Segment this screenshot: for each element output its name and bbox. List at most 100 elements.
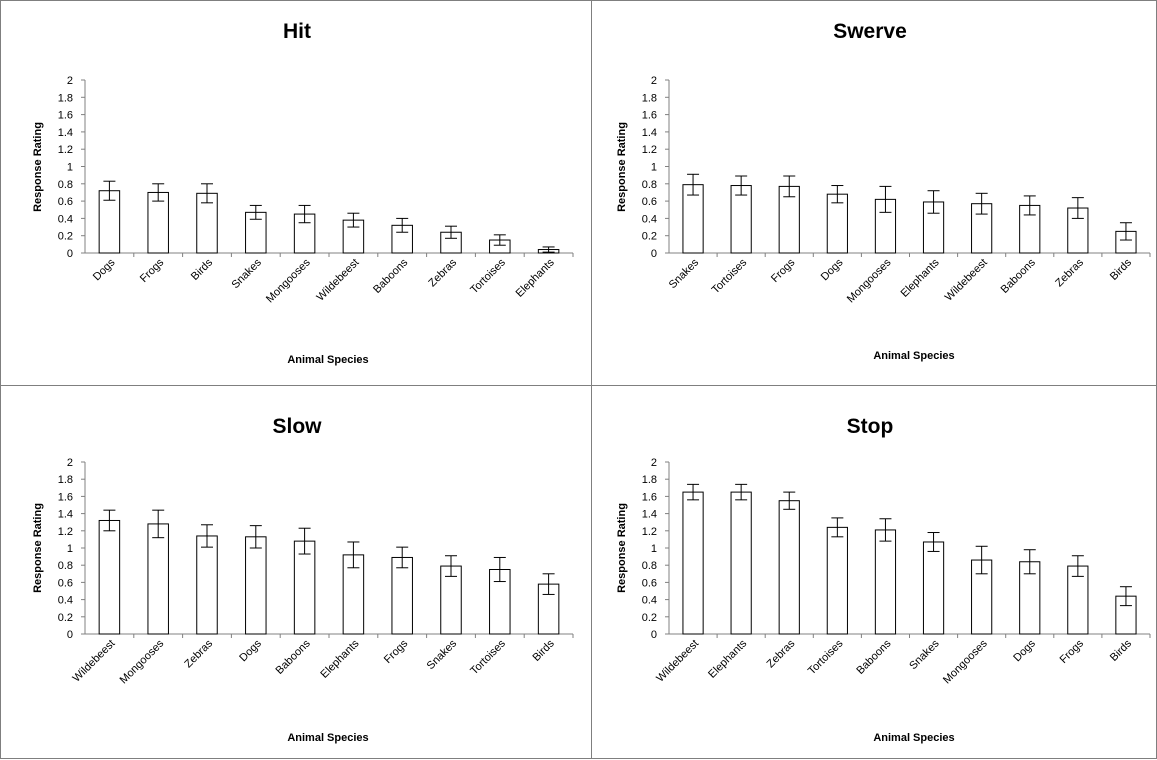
bar-slow-baboons (293, 540, 316, 635)
y-tick-label: 0.2 (58, 612, 73, 624)
x-tick-label: Snakes (667, 256, 702, 291)
x-tick-label: Baboons (999, 256, 1039, 296)
chart-svg-slow: Slow Response Rating 0 0.2 0.4 0.6 0.8 1 1.2 1.4 1… (32, 415, 574, 744)
bar-slow-dogs (245, 536, 267, 635)
error-bar-stop-birds (1119, 586, 1132, 607)
y-tick-label: 0.6 (58, 196, 73, 208)
error-bar-swerve-frogs (783, 175, 796, 198)
x-tick-label: Frogs (382, 637, 411, 666)
error-bar-hit-baboons (396, 217, 409, 233)
y-tick-label: 1.4 (58, 127, 73, 139)
y-tick-label: 0.8 (58, 179, 73, 191)
x-tick-label: Elephants (899, 256, 942, 299)
x-tick-label: Baboons (274, 637, 314, 677)
y-tick-label: 1.8 (58, 474, 73, 486)
y-tick-label: 0.4 (58, 595, 73, 607)
error-bar-slow-baboons (298, 527, 311, 555)
y-tick-label: 2 (651, 75, 657, 87)
error-bar-swerve-mongooses (879, 185, 892, 213)
error-bar-swerve-tortoises (735, 175, 748, 196)
y-tick-label: 1.6 (58, 491, 73, 503)
bar-slow-wildebeest (98, 519, 121, 635)
y-axis-label-stop: Response Rating (616, 503, 628, 593)
error-bar-hit-frogs (152, 183, 165, 202)
y-tick-label: 1.2 (642, 526, 657, 538)
y-tick-label: 0 (67, 629, 73, 641)
error-bar-slow-frogs (396, 546, 409, 569)
chart-title-slow: Slow (272, 415, 322, 438)
y-tick-label: 0.6 (642, 577, 657, 589)
x-tick-label: Snakes (425, 637, 460, 672)
y-tick-label: 1 (651, 162, 657, 174)
error-bar-stop-zebras (783, 491, 796, 510)
error-bar-slow-dogs (249, 525, 262, 549)
error-bar-slow-elephants (347, 541, 360, 569)
error-bar-swerve-dogs (831, 185, 844, 204)
y-tick-label: 1.2 (642, 144, 657, 156)
chart-panel-swerve: Swerve Response Rating 0 0.2 0.4 0.6 0.8 1 1.2 1.… (591, 0, 1157, 386)
y-tick-label: 1.2 (58, 144, 73, 156)
y-tick-label: 1.8 (58, 92, 73, 104)
x-tick-label: Snakes (907, 637, 942, 672)
y-tick-label: 1 (67, 162, 73, 174)
chart-title-hit: Hit (283, 20, 311, 43)
y-tick-label: 0.4 (58, 213, 73, 225)
chart-title-swerve: Swerve (833, 20, 907, 43)
bar-swerve-tortoises (730, 185, 752, 254)
error-bar-swerve-elephants (927, 190, 940, 214)
x-axis-label-swerve: Animal Species (873, 350, 954, 362)
y-tick-label: 0.8 (642, 179, 657, 191)
y-tick-label: 0.8 (58, 560, 73, 572)
error-bar-hit-elephants (542, 246, 555, 253)
y-tick-label: 0.8 (642, 560, 657, 572)
x-tick-label: Wildebeest (315, 257, 362, 304)
y-tick-label: 1.6 (642, 110, 657, 122)
y-tick-label: 0.6 (642, 196, 657, 208)
chart-title-stop: Stop (847, 415, 894, 438)
x-tick-label: Frogs (1058, 637, 1087, 666)
bar-slow-mongooses (147, 523, 169, 635)
error-bar-stop-frogs (1071, 555, 1084, 577)
x-tick-label: Elephants (706, 637, 749, 680)
x-tick-label: Zebras (765, 637, 798, 670)
x-tick-label: Dogs (819, 256, 846, 283)
x-tick-label: Baboons (371, 256, 411, 296)
bar-stop-elephants (730, 491, 752, 635)
error-bar-stop-mongooses (975, 545, 988, 575)
error-bar-swerve-zebras (1071, 197, 1084, 219)
x-tick-label: Dogs (237, 637, 264, 664)
x-tick-label: Dogs (1011, 637, 1038, 664)
x-axis-label-stop: Animal Species (873, 732, 954, 744)
y-tick-label: 1.2 (58, 526, 73, 538)
error-bar-stop-dogs (1023, 549, 1036, 575)
y-tick-label: 0 (651, 629, 657, 641)
error-bar-hit-dogs (103, 180, 116, 201)
x-tick-label: Elephants (318, 637, 361, 680)
chart-svg-stop: Stop Response Rating 0 0.2 0.4 0.6 0.8 1 1.2 1.4 1… (616, 415, 1151, 744)
y-tick-label: 0 (67, 248, 73, 260)
error-bar-swerve-birds (1119, 222, 1132, 241)
y-tick-label: 0.4 (642, 595, 657, 607)
y-tick-label: 1 (651, 543, 657, 555)
y-tick-label: 0.2 (642, 231, 657, 243)
x-axis-label-slow: Animal Species (287, 732, 368, 744)
error-bar-swerve-baboons (1023, 195, 1036, 216)
error-bar-stop-elephants (735, 483, 748, 501)
bar-stop-snakes (922, 541, 945, 635)
x-tick-label: Tortoises (468, 637, 508, 677)
x-tick-label: Zebras (182, 637, 215, 670)
chart-panel-slow: Slow Response Rating 0 0.2 0.4 0.6 0.8 1 1.2 1.4 1… (0, 385, 592, 759)
x-axis-label-hit: Animal Species (287, 354, 368, 366)
error-bar-hit-birds (201, 183, 213, 204)
error-bar-slow-tortoises (493, 556, 506, 583)
y-axis-label-swerve: Response Rating (616, 122, 628, 212)
y-tick-label: 1.6 (642, 491, 657, 503)
bar-stop-baboons (874, 529, 897, 635)
y-axis-label-slow: Response Rating (32, 503, 44, 593)
y-tick-label: 0.4 (642, 213, 657, 225)
x-tick-label: Snakes (229, 256, 264, 291)
chart-panel-hit: Hit Response Rating 0 0.2 0.4 0.6 0.8 1 1.2 1.4 1.… (0, 0, 592, 386)
x-tick-label: Birds (1108, 256, 1135, 283)
x-tick-label: Birds (531, 637, 558, 664)
error-bar-slow-snakes (445, 555, 457, 577)
